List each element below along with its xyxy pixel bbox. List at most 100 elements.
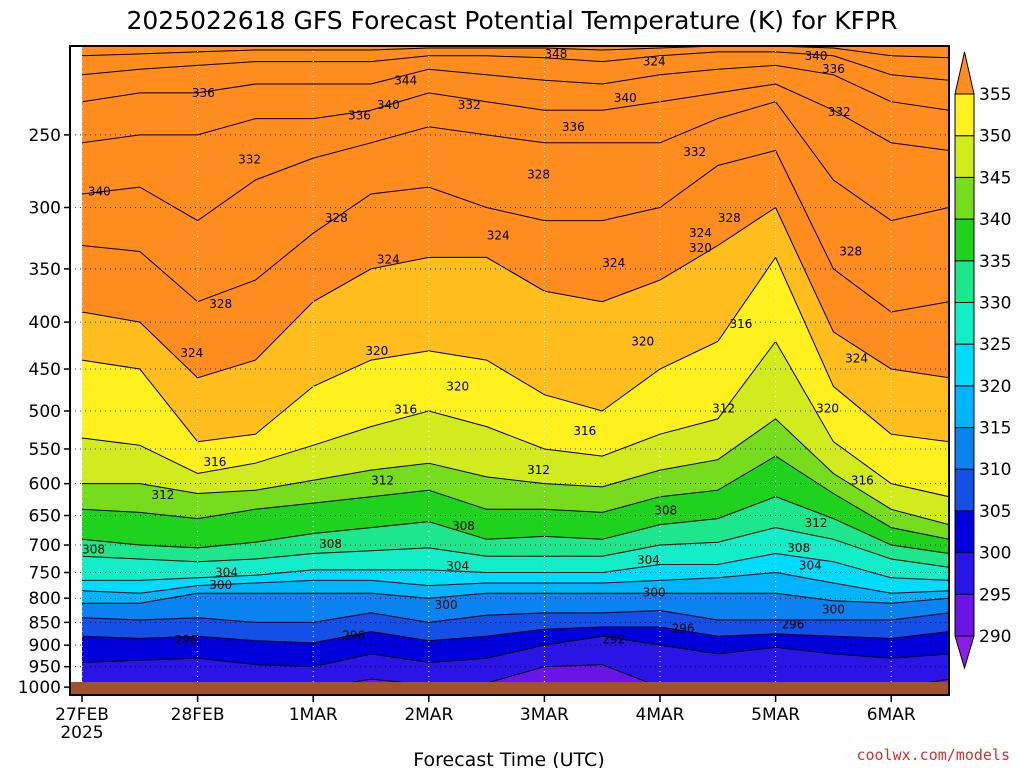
y-tick-label: 950 <box>29 658 61 678</box>
contour-band-292 <box>82 636 949 692</box>
contour-label: 296 <box>175 633 198 647</box>
colorbar-tick-label: 305 <box>979 502 1011 522</box>
contour-label: 324 <box>602 256 625 270</box>
contour-label: 296 <box>342 628 365 642</box>
colorbar-swatch <box>954 593 975 637</box>
x-tick-label: 28FEB <box>171 705 225 725</box>
x-tick-label: 1MAR <box>289 705 338 725</box>
contour-label: 304 <box>637 553 660 567</box>
contour-line-340 <box>81 64 949 111</box>
contour-label: 304 <box>215 566 238 580</box>
contour-line-316 <box>81 340 949 498</box>
contour-label: 340 <box>614 91 637 105</box>
contour-label: 320 <box>816 402 839 416</box>
colorbar-bottom-arrow <box>954 635 975 670</box>
y-tick-label: 350 <box>29 260 61 280</box>
contour-label: 304 <box>446 559 469 573</box>
y-tick-label: 700 <box>29 536 61 556</box>
contour-label: 328 <box>209 297 232 311</box>
contour-label: 324 <box>487 229 510 243</box>
x-axis: 27FEB 28FEB 1MAR 2MAR 3MAR 4MAR 5MAR 6MAR 2025 <box>55 695 916 743</box>
contour-band-340 <box>82 51 949 111</box>
x-tick-label: 2MAR <box>404 705 453 725</box>
colorbar: 290 295 300 305 310 315 320 325 330 335 340 345 350 3… <box>954 51 1011 670</box>
contour-band-300 <box>82 572 949 604</box>
colorbar-tick-label: 320 <box>979 377 1011 397</box>
y-tick-label: 900 <box>29 636 61 656</box>
contour-label: 324 <box>689 226 712 240</box>
contour-label: 320 <box>446 379 469 393</box>
chart-title: 2025022618 GFS Forecast Potential Temper… <box>126 6 897 35</box>
contour-band-296 <box>82 610 949 643</box>
y-tick-label: 250 <box>29 126 61 146</box>
y-tick-label: 600 <box>29 475 61 495</box>
contour-label: 296 <box>672 621 695 635</box>
contour-band-328 <box>82 101 949 312</box>
colorbar-tick-label: 315 <box>979 419 1011 439</box>
contour-label: 340 <box>377 98 400 112</box>
filled-contours <box>82 46 949 695</box>
contour-label: 328 <box>839 244 862 258</box>
contour-line-324 <box>81 206 949 379</box>
contour-label: 340 <box>88 184 111 198</box>
y-tick-label: 850 <box>29 613 61 633</box>
contour-line-308 <box>81 496 949 554</box>
contour-line-300 <box>82 592 949 604</box>
x-axis-title: Forecast Time (UTC) <box>413 749 604 768</box>
grid-lines <box>70 46 949 695</box>
x-tick-label: 6MAR <box>867 705 916 725</box>
contour-label: 344 <box>394 73 417 87</box>
contour-label: 348 <box>545 47 568 61</box>
contour-label: 340 <box>805 49 828 63</box>
contour-line-310 <box>81 455 949 540</box>
contour-label: 316 <box>394 402 417 416</box>
contour-band-336 <box>82 65 949 151</box>
x-tick-label: 3MAR <box>520 705 569 725</box>
contour-band-324 <box>82 150 949 378</box>
contour-label: 324 <box>845 351 868 365</box>
colorbar-swatch <box>954 260 975 303</box>
colorbar-tick-label: 345 <box>979 168 1011 188</box>
colorbar-swatch <box>954 93 975 137</box>
contour-label: 332 <box>458 98 481 112</box>
contour-label: 324 <box>180 346 203 360</box>
contour-band-344 <box>82 46 949 81</box>
contour-label: 296 <box>781 618 804 632</box>
colorbar-tick-label: 310 <box>979 460 1011 480</box>
y-tick-label: 400 <box>29 313 61 333</box>
y-tick-label: 500 <box>29 402 61 422</box>
colorbar-swatch <box>954 468 975 512</box>
contour-band-308 <box>82 456 949 554</box>
contour-label: 328 <box>325 211 348 225</box>
contour-line-328 <box>81 149 949 313</box>
contour-line-296 <box>81 626 949 644</box>
colorbar-tick-label: 300 <box>979 544 1011 564</box>
colorbar-top-arrow <box>954 51 975 95</box>
contour-label: 300 <box>643 586 666 600</box>
colorbar-swatch <box>954 427 975 470</box>
x-tick-year: 2025 <box>60 723 103 743</box>
contour-label: 320 <box>365 344 388 358</box>
colorbar-tick-label: 335 <box>979 252 1011 272</box>
contour-label: 316 <box>851 473 874 487</box>
contour-label: 332 <box>238 153 261 167</box>
colorbar-tick-label: 350 <box>979 127 1011 147</box>
contour-label: 300 <box>822 603 845 617</box>
contour-label: 320 <box>631 335 654 349</box>
contour-label: 292 <box>602 632 625 646</box>
ground-strip <box>70 682 949 695</box>
colorbar-swatch <box>954 218 975 262</box>
contour-label: 308 <box>654 504 677 518</box>
y-tick-label: 750 <box>29 564 61 584</box>
contour-band-290 <box>82 664 949 695</box>
x-tick-label: 27FEB <box>55 705 109 725</box>
contour-label: 324 <box>643 55 666 69</box>
contour-band-304 <box>82 527 949 581</box>
contour-line-302 <box>81 571 949 594</box>
y-tick-label: 300 <box>29 199 61 219</box>
colorbar-swatch <box>954 385 975 429</box>
contour-label: 336 <box>822 62 845 76</box>
contour-label: 336 <box>348 108 371 122</box>
contour-label: 308 <box>82 543 105 557</box>
